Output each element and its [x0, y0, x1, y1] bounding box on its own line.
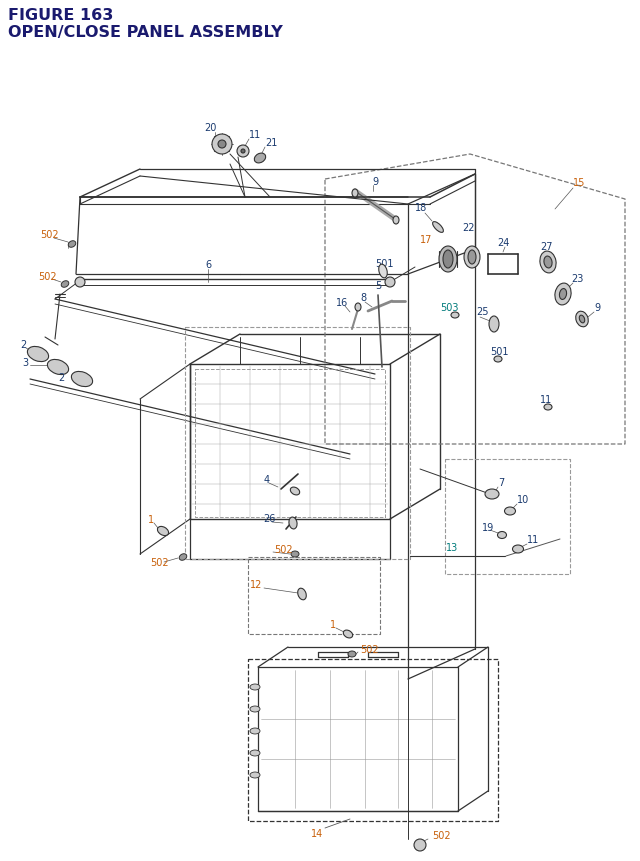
Text: 503: 503	[440, 303, 458, 313]
Text: 6: 6	[205, 260, 211, 269]
Ellipse shape	[291, 487, 300, 495]
Text: 17: 17	[420, 235, 433, 245]
Ellipse shape	[72, 372, 93, 387]
Text: 14: 14	[311, 828, 323, 838]
Circle shape	[414, 839, 426, 851]
Text: 11: 11	[527, 535, 540, 544]
Circle shape	[241, 150, 245, 154]
Text: 11: 11	[540, 394, 552, 405]
Circle shape	[385, 278, 395, 288]
Ellipse shape	[451, 313, 459, 319]
Ellipse shape	[28, 347, 49, 362]
Ellipse shape	[540, 251, 556, 274]
Ellipse shape	[579, 316, 585, 324]
Ellipse shape	[250, 728, 260, 734]
Ellipse shape	[489, 317, 499, 332]
Text: 9: 9	[372, 177, 378, 187]
Text: 25: 25	[476, 307, 488, 317]
Text: 21: 21	[265, 138, 277, 148]
Ellipse shape	[555, 284, 571, 306]
Ellipse shape	[559, 289, 566, 300]
Ellipse shape	[250, 684, 260, 691]
Text: 16: 16	[336, 298, 348, 307]
Text: 8: 8	[360, 293, 366, 303]
Ellipse shape	[61, 282, 68, 288]
Ellipse shape	[352, 189, 358, 198]
Ellipse shape	[494, 356, 502, 362]
Ellipse shape	[250, 772, 260, 778]
Ellipse shape	[355, 304, 361, 312]
Text: 26: 26	[263, 513, 275, 523]
Ellipse shape	[576, 312, 588, 327]
Text: OPEN/CLOSE PANEL ASSEMBLY: OPEN/CLOSE PANEL ASSEMBLY	[8, 25, 283, 40]
Text: 3: 3	[22, 357, 28, 368]
Text: FIGURE 163: FIGURE 163	[8, 8, 113, 23]
Ellipse shape	[544, 257, 552, 269]
Text: 502: 502	[150, 557, 168, 567]
Ellipse shape	[47, 360, 68, 375]
Text: 502: 502	[360, 644, 379, 654]
Text: 10: 10	[517, 494, 529, 505]
Text: 502: 502	[40, 230, 59, 239]
Text: 7: 7	[498, 478, 504, 487]
Ellipse shape	[443, 251, 453, 269]
Ellipse shape	[68, 241, 76, 248]
Text: 502: 502	[274, 544, 292, 554]
Text: 24: 24	[497, 238, 509, 248]
Ellipse shape	[379, 265, 387, 278]
Text: 502: 502	[38, 272, 56, 282]
Text: 9: 9	[594, 303, 600, 313]
Ellipse shape	[343, 630, 353, 638]
Text: 501: 501	[375, 258, 394, 269]
Circle shape	[212, 135, 232, 155]
Circle shape	[218, 141, 226, 149]
Ellipse shape	[179, 554, 187, 561]
Text: 22: 22	[462, 223, 474, 232]
Text: 502: 502	[432, 830, 451, 840]
Ellipse shape	[393, 217, 399, 225]
Ellipse shape	[504, 507, 515, 516]
Text: 1: 1	[330, 619, 336, 629]
Text: 1: 1	[148, 514, 154, 524]
Text: 15: 15	[573, 177, 586, 188]
Text: 23: 23	[571, 274, 584, 283]
Text: 20: 20	[204, 123, 216, 133]
Ellipse shape	[250, 706, 260, 712]
Text: 2: 2	[20, 339, 26, 350]
Ellipse shape	[544, 405, 552, 411]
Text: 12: 12	[250, 579, 262, 589]
Ellipse shape	[439, 247, 457, 273]
Ellipse shape	[291, 551, 299, 557]
Ellipse shape	[497, 532, 506, 539]
Ellipse shape	[348, 651, 356, 657]
Text: 501: 501	[490, 347, 509, 356]
Text: 4: 4	[264, 474, 270, 485]
Text: 5: 5	[375, 281, 381, 291]
Text: 19: 19	[482, 523, 494, 532]
Ellipse shape	[513, 545, 524, 554]
Text: 2: 2	[58, 373, 64, 382]
Ellipse shape	[433, 222, 444, 233]
Ellipse shape	[468, 251, 476, 264]
Ellipse shape	[289, 517, 297, 530]
Ellipse shape	[416, 842, 424, 848]
Ellipse shape	[157, 527, 168, 536]
Circle shape	[75, 278, 85, 288]
Ellipse shape	[464, 247, 480, 269]
Ellipse shape	[298, 589, 307, 600]
Circle shape	[237, 146, 249, 158]
Text: 27: 27	[540, 242, 552, 251]
Text: 11: 11	[249, 130, 261, 139]
Ellipse shape	[485, 489, 499, 499]
Text: 13: 13	[446, 542, 458, 553]
Text: 18: 18	[415, 202, 428, 213]
Ellipse shape	[254, 154, 266, 164]
Ellipse shape	[250, 750, 260, 756]
